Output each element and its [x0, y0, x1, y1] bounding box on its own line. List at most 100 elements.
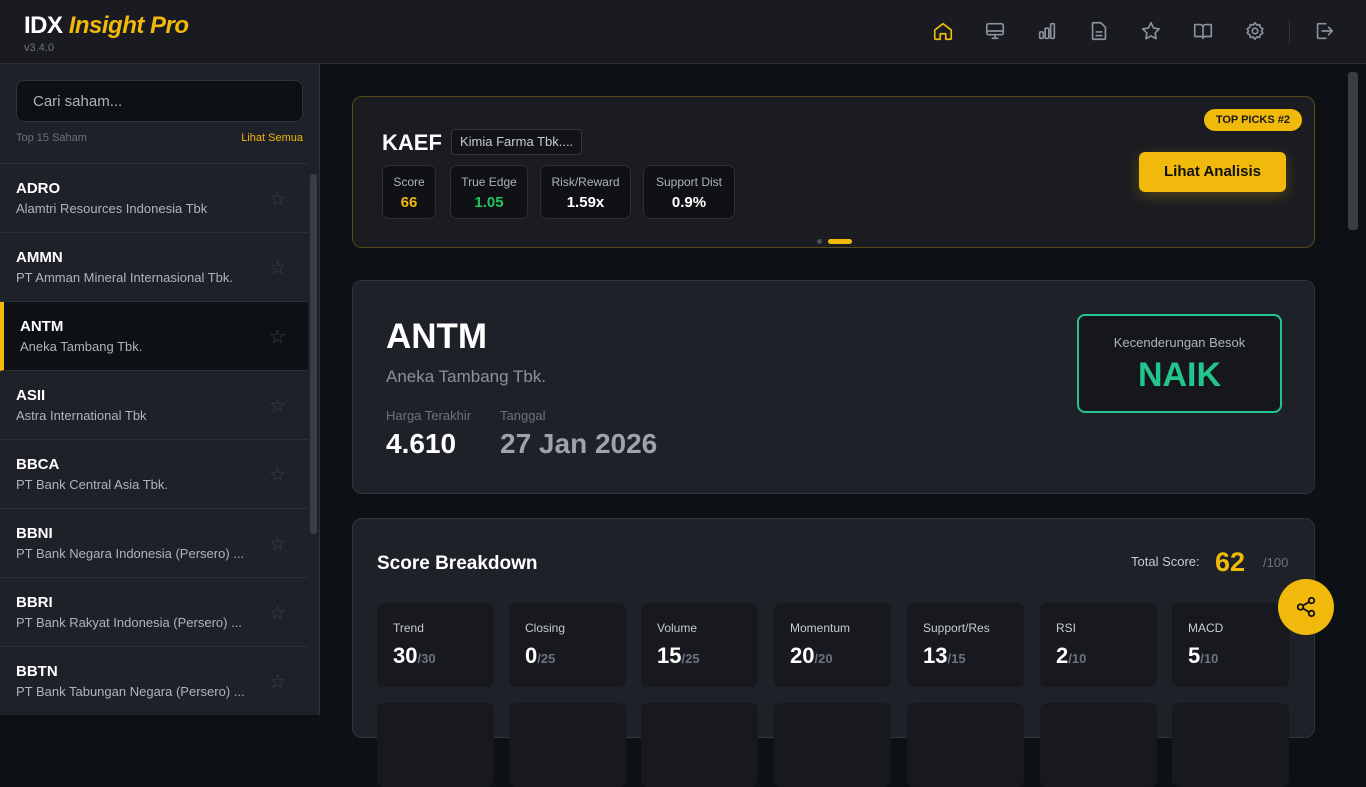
- document-icon[interactable]: [1088, 20, 1110, 42]
- stock-code: BBTN: [16, 663, 58, 680]
- home-icon[interactable]: [932, 20, 954, 42]
- search-input[interactable]: [16, 80, 303, 122]
- star-icon[interactable]: ☆: [268, 189, 286, 210]
- nav-divider: [1289, 20, 1290, 44]
- score-tile-rsi: RSI 2/10: [1040, 603, 1157, 687]
- stock-summary-card: ANTM Aneka Tambang Tbk. Harga Terakhir 4…: [352, 280, 1315, 494]
- total-score-value: 62: [1215, 547, 1246, 577]
- list-label: Top 15 Saham: [16, 132, 87, 144]
- stock-list-item[interactable]: AMMN PT Amman Mineral Internasional Tbk. ☆: [0, 233, 308, 302]
- view-analysis-button[interactable]: Lihat Analisis: [1139, 152, 1286, 192]
- score-tile-closing: Closing 0/25: [509, 603, 626, 687]
- score-tile-momentum: Momentum 20/20: [774, 603, 891, 687]
- tile-label: Support/Res: [923, 621, 990, 635]
- tile-value: 13/15: [923, 643, 966, 668]
- score-tile: [907, 703, 1024, 787]
- score-tile-macd: MACD 5/10: [1172, 603, 1289, 687]
- score-breakdown-card: Score Breakdown Total Score: 62 /100 Tre…: [352, 518, 1315, 787]
- tile-label: Closing: [525, 621, 566, 635]
- tile-value: 30/30: [393, 643, 436, 668]
- share-icon: [1296, 596, 1316, 618]
- tile-label: Momentum: [790, 621, 851, 635]
- trend-prediction-box: Kecenderungan Besok NAIK: [1077, 314, 1282, 413]
- stock-name: Astra International Tbk: [16, 408, 147, 423]
- sidebar-scrollbar[interactable]: [310, 174, 317, 534]
- stock-code: ADRO: [16, 180, 61, 197]
- tile-label: Trend: [393, 621, 424, 635]
- total-score-label: Total Score:: [1131, 554, 1200, 569]
- stock-list-item[interactable]: ASII Astra International Tbk ☆: [0, 371, 308, 440]
- star-icon[interactable]: ☆: [268, 603, 286, 624]
- tile-value: 20/20: [790, 643, 833, 668]
- stock-name: PT Bank Rakyat Indonesia (Persero) ...: [16, 615, 242, 630]
- score-tile: [509, 703, 626, 787]
- carousel-dot-active[interactable]: [828, 239, 852, 245]
- share-button[interactable]: [1278, 579, 1334, 635]
- score-tile: [1040, 703, 1157, 787]
- stock-list-item[interactable]: BBNI PT Bank Negara Indonesia (Persero) .…: [0, 509, 308, 578]
- tile-label: RSI: [1056, 621, 1077, 635]
- date-label: Tanggal: [500, 408, 546, 423]
- score-tile: [1172, 703, 1289, 787]
- score-tile: [377, 703, 494, 787]
- score-tile: [774, 703, 891, 787]
- star-icon[interactable]: ☆: [268, 396, 286, 417]
- score-title: Score Breakdown: [377, 553, 538, 574]
- carousel-dots: [817, 233, 858, 251]
- stock-list-item-active[interactable]: ANTM Aneka Tambang Tbk. ☆: [0, 302, 308, 371]
- stock-code: AMMN: [16, 249, 63, 266]
- star-icon[interactable]: ☆: [268, 327, 286, 348]
- bar-chart-icon[interactable]: [1036, 20, 1058, 42]
- tile-label: MACD: [1188, 621, 1224, 635]
- total-score-max: /100: [1263, 555, 1289, 570]
- score-tile: [641, 703, 758, 787]
- star-icon[interactable]: ☆: [268, 534, 286, 555]
- stock-list-item[interactable]: ADRO Alamtri Resources Indonesia Tbk ☆: [0, 164, 308, 233]
- stock-list-item[interactable]: BBTN PT Bank Tabungan Negara (Persero) ..…: [0, 647, 308, 715]
- book-icon[interactable]: [1192, 20, 1214, 42]
- star-icon[interactable]: ☆: [268, 258, 286, 279]
- logout-icon[interactable]: [1313, 20, 1335, 42]
- stock-name: PT Bank Tabungan Negara (Persero) ...: [16, 684, 245, 699]
- main-scrollbar[interactable]: [1348, 72, 1358, 230]
- pick-company: Kimia Farma Tbk....: [451, 129, 583, 155]
- metric-score: Score 66: [382, 165, 436, 219]
- tile-value: 2/10: [1056, 643, 1087, 668]
- stock-name: PT Amman Mineral Internasional Tbk.: [16, 270, 234, 285]
- stock-list-item[interactable]: BBRI PT Bank Rakyat Indonesia (Persero) .…: [0, 578, 308, 647]
- stock-code: ANTM: [20, 318, 64, 335]
- star-icon[interactable]: ☆: [268, 465, 286, 486]
- stock-name: Aneka Tambang Tbk.: [20, 339, 143, 354]
- stock-code: BBRI: [16, 594, 53, 611]
- metric-support-dist: Support Dist 0.9%: [643, 165, 735, 219]
- price-value: 4.610: [386, 428, 457, 459]
- stock-name: PT Bank Negara Indonesia (Persero) ...: [16, 546, 245, 561]
- gear-icon[interactable]: [1244, 20, 1266, 42]
- top-picks-badge: TOP PICKS #2: [1203, 109, 1302, 131]
- star-icon[interactable]: [1140, 20, 1162, 42]
- stock-name: PT Bank Central Asia Tbk.: [16, 477, 168, 492]
- score-tile-trend: Trend 30/30: [377, 603, 494, 687]
- price-label: Harga Terakhir: [386, 408, 472, 423]
- score-tile-support-res: Support/Res 13/15: [907, 603, 1024, 687]
- stock-company: Aneka Tambang Tbk.: [386, 367, 547, 386]
- carousel-dot[interactable]: [817, 239, 822, 245]
- app-version: v3.4.0: [24, 42, 54, 54]
- pick-ticker: KAEF: [382, 130, 442, 155]
- tile-value: 15/25: [657, 643, 700, 668]
- app-header: IDX Insight Pro v3.4.0: [0, 0, 1366, 64]
- see-all-link[interactable]: Lihat Semua: [241, 132, 303, 144]
- monitor-icon[interactable]: [984, 20, 1006, 42]
- stock-code: BBCA: [16, 456, 60, 473]
- metric-risk-reward: Risk/Reward 1.59x: [540, 165, 631, 219]
- top-nav: [0, 20, 1366, 44]
- app-logo[interactable]: IDX Insight Pro: [24, 12, 189, 39]
- tile-value: 5/10: [1188, 643, 1219, 668]
- stock-code: BBNI: [16, 525, 53, 542]
- stock-list-item[interactable]: BBCA PT Bank Central Asia Tbk. ☆: [0, 440, 308, 509]
- stock-name: Alamtri Resources Indonesia Tbk: [16, 201, 208, 216]
- star-icon[interactable]: ☆: [268, 672, 286, 693]
- stock-ticker: ANTM: [386, 317, 488, 356]
- tile-value: 0/25: [525, 643, 556, 668]
- date-value: 27 Jan 2026: [500, 428, 658, 459]
